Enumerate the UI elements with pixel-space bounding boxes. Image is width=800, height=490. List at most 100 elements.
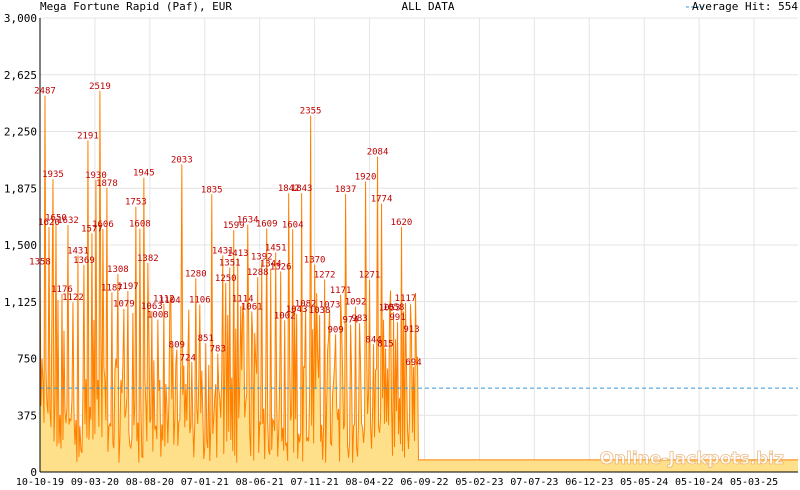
data-label: 851 (198, 334, 214, 344)
data-label: 991 (389, 313, 405, 323)
data-label: 1835 (201, 185, 223, 195)
x-tick-label: 08-08-20 (126, 477, 174, 488)
data-label: 1171 (330, 286, 352, 296)
series-area (39, 90, 798, 472)
x-tick-label: 07-01-21 (181, 477, 229, 488)
data-label: 1774 (371, 195, 393, 205)
data-label: 783 (210, 345, 226, 355)
data-label: 1609 (256, 220, 278, 230)
data-label: 913 (403, 325, 419, 335)
data-label: 1837 (335, 185, 357, 195)
data-label: 1431 (67, 246, 89, 256)
data-label: 1043 (286, 305, 308, 315)
data-label: 1117 (395, 294, 417, 304)
data-label: 1308 (107, 265, 129, 275)
data-label: 1344 (260, 260, 282, 270)
data-label: 1250 (215, 274, 237, 284)
x-tick-label: 08-06-21 (236, 477, 284, 488)
data-label: 1370 (304, 256, 326, 266)
data-label: 1604 (282, 220, 304, 230)
data-label: 1382 (137, 254, 159, 264)
data-label: 1920 (355, 172, 377, 182)
y-tick-label: 750 (17, 353, 37, 366)
data-label: 1451 (265, 243, 287, 253)
data-label: 1608 (129, 220, 151, 230)
data-label: 1577 (81, 224, 103, 234)
data-label: 844 (365, 335, 381, 345)
x-tick-label: 06-09-22 (400, 477, 448, 488)
data-label: 1187 (101, 283, 123, 293)
data-label: 1599 (223, 221, 245, 231)
data-label: 983 (351, 314, 367, 324)
data-labels: 1358248716201935165011761632112214311369… (29, 82, 421, 368)
data-label: 2191 (77, 131, 99, 141)
data-label: 2033 (171, 155, 193, 165)
data-label: 1878 (96, 179, 118, 189)
data-label: 1650 (45, 213, 67, 223)
data-label: 1053 (379, 304, 401, 314)
data-label: 1842 (278, 184, 300, 194)
data-label: 1271 (359, 271, 381, 281)
x-tick-label: 09-03-20 (71, 477, 119, 488)
y-tick-label: 1,125 (4, 296, 37, 309)
axes: 0 375 750 1,125 1,500 1,875 2,250 2,625 3,000 10-… (4, 12, 798, 488)
y-tick-label: 1,875 (4, 182, 37, 195)
data-label: 1930 (85, 171, 107, 181)
y-tick-label: 0 (30, 466, 37, 479)
chart-subtitle: ALL DATA (402, 0, 455, 13)
data-label: 1176 (51, 285, 73, 295)
y-tick-label: 375 (17, 409, 37, 422)
data-label: 1392 (251, 252, 273, 262)
x-tick-label: 10-10-19 (16, 477, 64, 488)
grid (39, 17, 798, 473)
chart-title: Mega Fortune Rapid (Paf), EUR (40, 0, 232, 13)
data-label: 1106 (189, 296, 211, 306)
data-label: 1369 (73, 256, 95, 266)
data-label: 1058 (383, 303, 405, 313)
data-label: 1197 (117, 282, 139, 292)
x-tick-label: 07-11-21 (291, 477, 339, 488)
data-label: 1288 (247, 268, 269, 278)
data-label: 1606 (92, 220, 114, 230)
data-label: 1122 (62, 293, 84, 303)
x-tick-label: 05-02-23 (455, 477, 503, 488)
data-label: 1002 (274, 311, 296, 321)
data-label: 1326 (270, 262, 292, 272)
data-label: 974 (342, 316, 358, 326)
data-label: 1038 (309, 306, 331, 316)
data-label: 1632 (57, 216, 79, 226)
data-label: 909 (327, 325, 343, 335)
x-tick-label: 07-07-23 (510, 477, 558, 488)
data-label: 1114 (232, 294, 254, 304)
data-label: 2519 (89, 82, 111, 92)
y-tick-label: 2,250 (4, 126, 37, 139)
data-label: 815 (377, 340, 393, 350)
data-label: 1272 (314, 271, 336, 281)
data-label: 1431 (212, 246, 234, 256)
data-label: 1634 (237, 216, 259, 226)
data-label: 2487 (34, 87, 56, 97)
data-label: 1104 (159, 296, 181, 306)
x-tick-label: 05-03-25 (730, 477, 778, 488)
x-tick-label: 08-04-22 (345, 477, 393, 488)
data-label: 1413 (227, 249, 249, 259)
data-label: 1620 (391, 218, 413, 228)
y-tick-label: 2,625 (4, 69, 37, 82)
data-label: 1073 (319, 301, 341, 311)
x-tick-label: 06-12-23 (565, 477, 613, 488)
data-label: 2355 (300, 107, 322, 117)
data-label: 2084 (367, 148, 389, 158)
data-label: 1112 (153, 295, 175, 305)
data-label: 1620 (38, 218, 60, 228)
data-label: 1063 (141, 302, 163, 312)
data-label: 1061 (241, 302, 263, 312)
data-label: 1082 (295, 299, 317, 309)
y-tick-label: 1,500 (4, 239, 37, 252)
x-tick-label: 05-05-24 (620, 477, 668, 488)
legend-average-label: Average Hit: 554 (692, 0, 798, 13)
data-label: 1008 (147, 310, 169, 320)
data-label: 1280 (185, 269, 207, 279)
data-label: 809 (169, 341, 185, 351)
data-label: 724 (180, 353, 196, 363)
